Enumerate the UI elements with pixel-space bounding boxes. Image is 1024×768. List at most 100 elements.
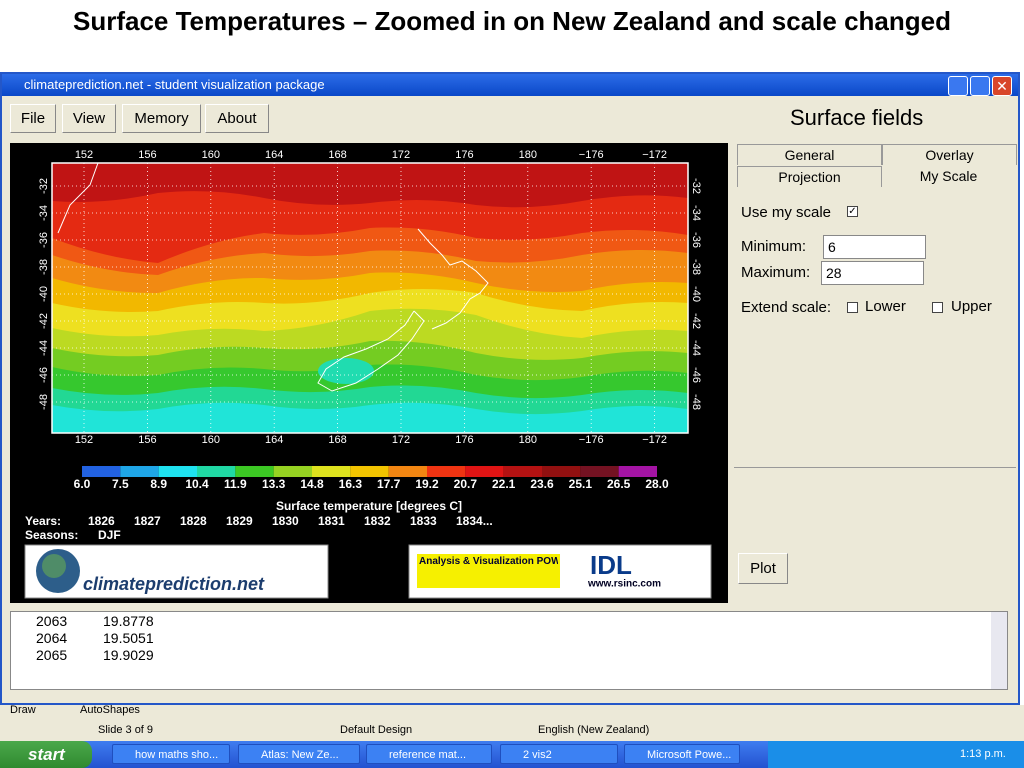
colorbar-swatch <box>503 466 542 477</box>
status-text: Default Design <box>340 724 413 736</box>
lon-label-bottom: 180 <box>519 434 537 446</box>
colorbar-swatch <box>312 466 351 477</box>
maximum-label: Maximum: <box>741 264 811 281</box>
colorbar-label: 20.7 <box>454 477 478 491</box>
colorbar-label: 8.9 <box>150 477 167 491</box>
output-value: 19.8778 <box>103 613 154 629</box>
colorbar-swatch <box>388 466 427 477</box>
panel-title: Surface fields <box>790 105 924 130</box>
minimize-button[interactable] <box>948 76 968 96</box>
upper-checkbox[interactable] <box>932 302 943 313</box>
task-button[interactable]: 2 vis2 <box>500 744 618 764</box>
lat-label-left: -48 <box>38 394 50 410</box>
colorbar-swatch <box>580 466 619 477</box>
tab[interactable]: Overlay <box>882 144 1017 165</box>
colorbar-label: 22.1 <box>492 477 516 491</box>
lat-label-right: -46 <box>690 367 702 383</box>
idl-url: www.rsinc.com <box>587 579 661 590</box>
lon-label-top: −176 <box>579 149 604 161</box>
colorbar-label: 10.4 <box>185 477 209 491</box>
tab[interactable]: My Scale <box>882 166 1015 186</box>
colorbar-swatch <box>350 466 389 477</box>
lat-label-left: -32 <box>38 178 50 194</box>
menu-button[interactable]: Memory <box>122 104 201 133</box>
idl-text: IDL <box>590 550 632 580</box>
menu-button[interactable]: About <box>205 104 269 133</box>
tab[interactable]: Projection <box>737 166 882 187</box>
lat-label-left: -38 <box>38 259 50 275</box>
maximum-input[interactable]: 28 <box>821 261 924 285</box>
draw-menu[interactable]: Draw <box>10 704 36 716</box>
task-button[interactable]: how maths sho... <box>112 744 230 764</box>
colorbar-label: 19.2 <box>415 477 439 491</box>
lon-label-bottom: 152 <box>75 434 93 446</box>
task-button[interactable]: reference mat... <box>366 744 492 764</box>
colorbar-label: 23.6 <box>530 477 554 491</box>
menu-button[interactable]: View <box>62 104 116 133</box>
colorbar-label: 11.9 <box>224 477 247 491</box>
lon-label-top: 156 <box>138 149 156 161</box>
lat-label-right: -42 <box>690 313 702 329</box>
band <box>318 358 374 384</box>
upper-label: Upper <box>951 298 992 315</box>
powered-text: Analysis & Visualization POWERED by <box>419 556 558 567</box>
minimum-label: Minimum: <box>741 238 807 255</box>
menu-button[interactable]: File <box>10 104 56 133</box>
lon-label-bottom: 172 <box>392 434 410 446</box>
colorbar-label: 25.1 <box>569 477 593 491</box>
lon-label-bottom: 176 <box>455 434 473 446</box>
plot-frame <box>51 162 689 434</box>
output-year: 2064 <box>36 630 68 646</box>
minimum-input[interactable]: 6 <box>823 235 926 259</box>
lat-label-left: -36 <box>38 232 50 248</box>
colorbar-swatch <box>82 466 121 477</box>
lon-label-top: 172 <box>392 149 410 161</box>
colorbar-label: 7.5 <box>112 477 129 491</box>
lon-label-top: 180 <box>519 149 537 161</box>
year: 1826 <box>88 514 115 528</box>
lon-label-bottom: 168 <box>328 434 346 446</box>
lat-label-left: -46 <box>38 367 50 383</box>
year: 1830 <box>272 514 299 528</box>
lon-label-top: 168 <box>328 149 346 161</box>
year: 1827 <box>134 514 161 528</box>
task-button[interactable]: Atlas: New Ze... <box>238 744 360 764</box>
lon-label-top: 152 <box>75 149 93 161</box>
slide-title: Surface Temperatures – Zoomed in on New … <box>73 6 951 36</box>
task-button[interactable]: Microsoft Powe... <box>624 744 740 764</box>
lower-label: Lower <box>865 298 906 315</box>
colorbar-swatch <box>158 466 197 477</box>
globe-land <box>42 554 66 578</box>
year: 1829 <box>226 514 253 528</box>
lat-label-right: -48 <box>690 394 702 410</box>
colorbar-label: 14.8 <box>300 477 324 491</box>
start-button[interactable]: start <box>0 741 92 768</box>
tab[interactable]: General <box>737 144 882 165</box>
lat-label-right: -36 <box>690 232 702 248</box>
lat-label-left: -44 <box>38 340 50 356</box>
autoshapes-menu[interactable]: AutoShapes <box>80 704 140 716</box>
title-bar <box>2 74 1018 96</box>
lon-label-top: 176 <box>455 149 473 161</box>
close-button[interactable]: ✕ <box>992 76 1012 96</box>
plot-button[interactable]: Plot <box>738 553 788 584</box>
coastline <box>57 163 489 392</box>
years-label: Years: <box>25 514 61 528</box>
output-year: 2063 <box>36 613 68 629</box>
lon-label-bottom: −172 <box>642 434 667 446</box>
colorbar-swatch <box>427 466 466 477</box>
powered-box <box>417 554 560 588</box>
map-panel: 152 152 156 156 160 160 164 164 168 168 172 172 176 1… <box>10 143 728 603</box>
band <box>52 402 688 433</box>
colorbar-swatch <box>120 466 159 477</box>
lon-label-bottom: 160 <box>202 434 220 446</box>
maximize-button[interactable] <box>970 76 990 96</box>
colorbar-caption: Surface temperature [degrees C] <box>276 499 462 513</box>
colorbar-swatch <box>465 466 504 477</box>
lower-checkbox[interactable] <box>847 302 858 313</box>
use-scale-checkbox[interactable]: ✓ <box>847 206 858 217</box>
scrollbar[interactable] <box>991 612 1007 689</box>
status-text: English (New Zealand) <box>538 724 650 736</box>
lat-label-right: -40 <box>690 286 702 302</box>
year: 1834... <box>456 514 493 528</box>
